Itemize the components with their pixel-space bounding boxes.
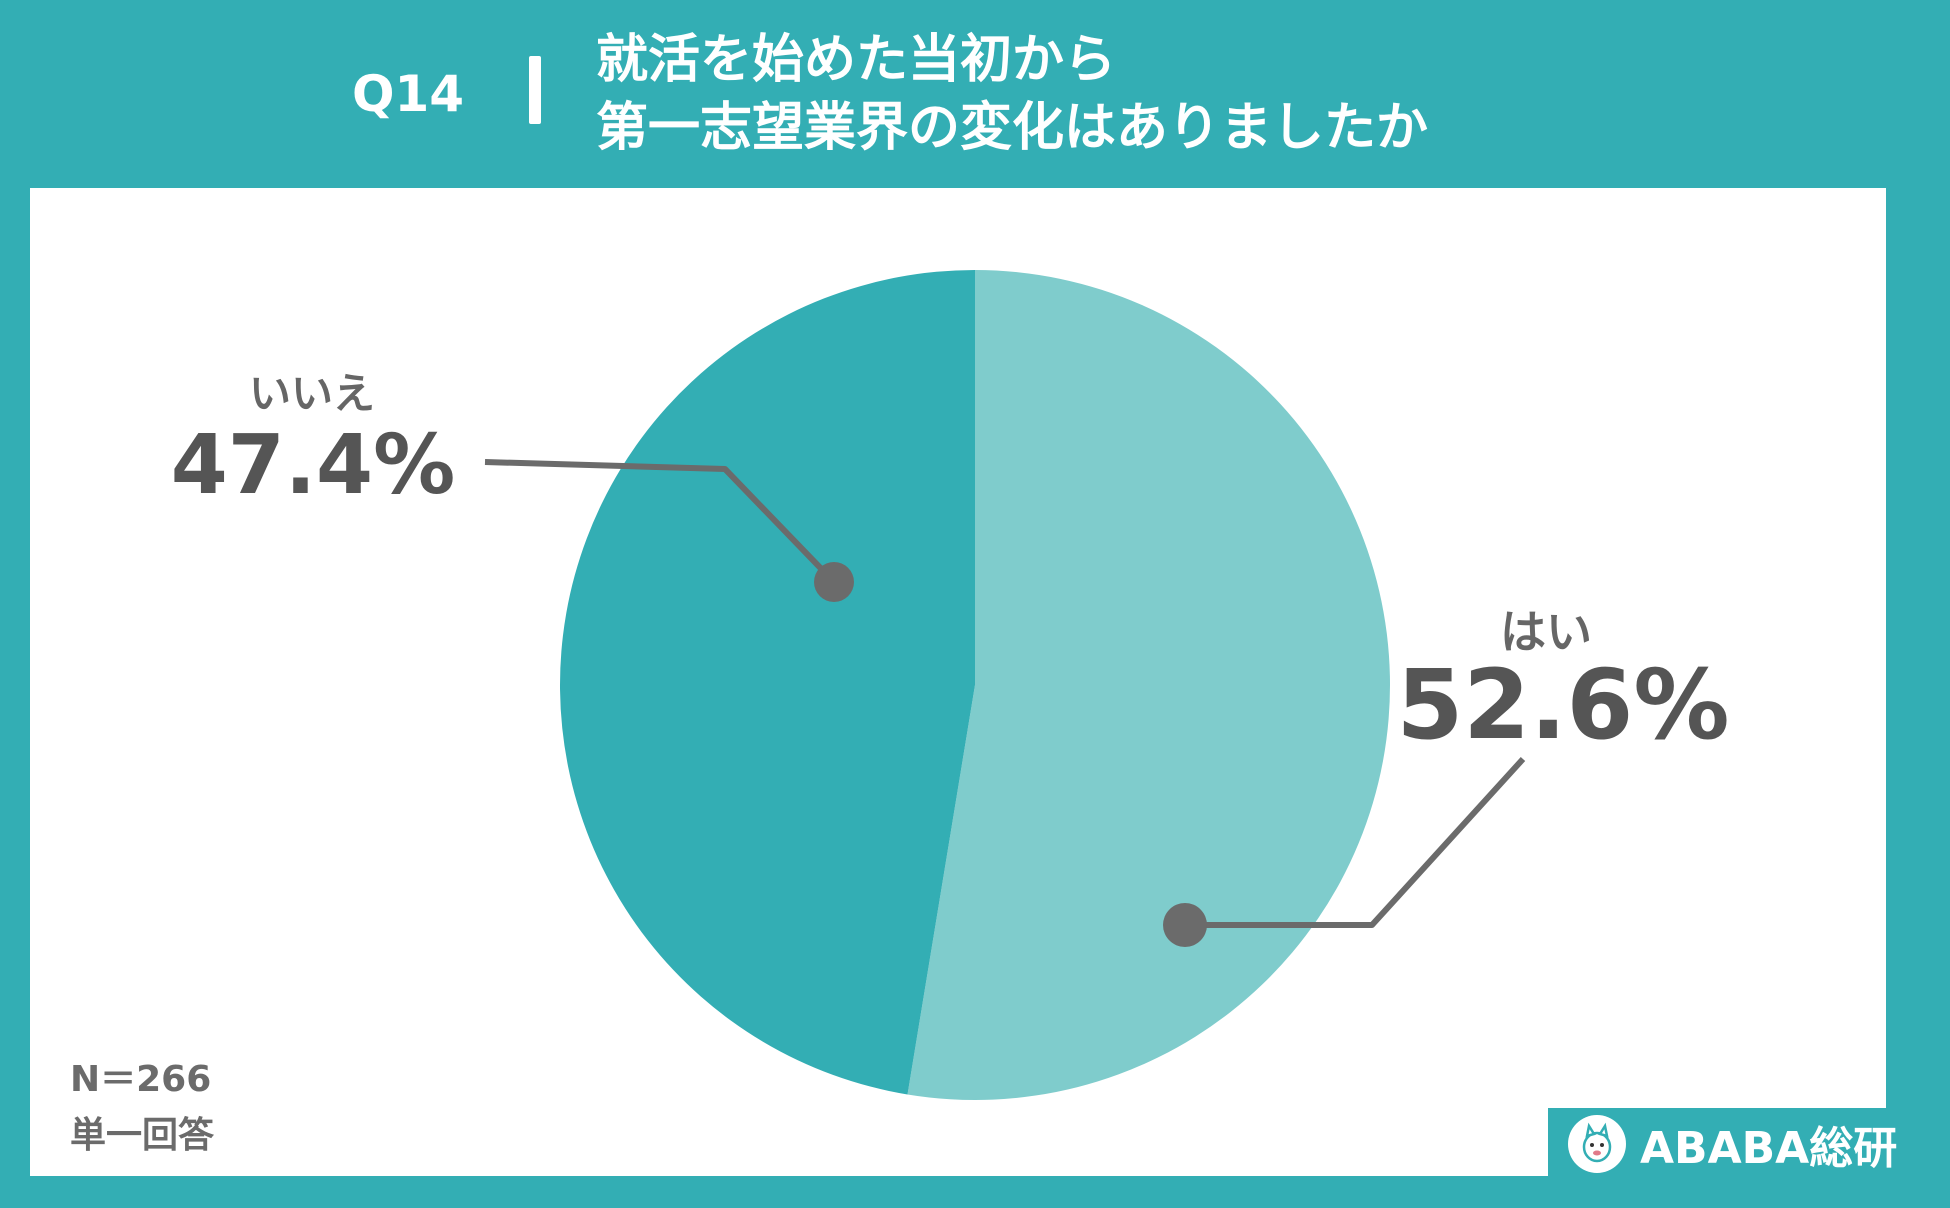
alpaca-icon: [1568, 1115, 1626, 1173]
title-line-1: 就活を始めた当初から: [596, 30, 1117, 90]
category-label-no: いいえ: [249, 369, 375, 418]
title-line-2: 第一志望業界の変化はありましたか: [596, 98, 1429, 158]
data-label-yes: 52.6%: [1396, 649, 1729, 761]
answer-type: 単一回答: [70, 1115, 215, 1156]
marker-dot-no: [814, 562, 854, 602]
marker-dot-yes: [1163, 903, 1207, 947]
header: Q14 就活を始めた当初から 第一志望業界の変化はありましたか: [0, 0, 1950, 188]
data-label-no: 47.4%: [171, 418, 455, 513]
category-label-yes: はい: [1500, 605, 1592, 659]
question-number: Q14: [352, 65, 465, 123]
leader-line-no: [484, 459, 837, 585]
title-divider: [529, 56, 541, 124]
pie-slice-yes: [907, 270, 1390, 1100]
sample-size: N＝266: [70, 1059, 212, 1100]
leader-line-yes: [1185, 756, 1526, 928]
chart-title: 就活を始めた当初から 第一志望業界の変化はありましたか: [596, 26, 1428, 162]
brand-logo: ABABA総研: [1548, 1108, 1910, 1180]
logo-text: ABABA総研: [1640, 1123, 1898, 1174]
pie-slice-no: [559, 270, 975, 1095]
